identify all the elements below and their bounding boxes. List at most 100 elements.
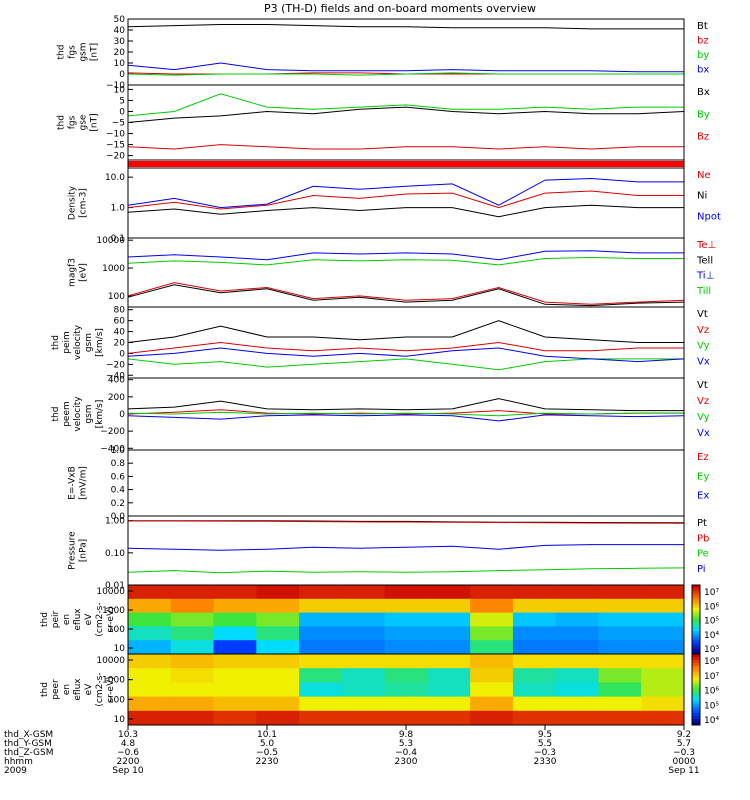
- series-line-by: [127, 93, 684, 117]
- y-tick-label: 1000: [102, 606, 125, 616]
- heatmap-cell: [170, 612, 215, 627]
- y-axis-label: Pressure: [68, 531, 78, 570]
- colorbar-segment: [692, 596, 700, 600]
- series-line-bx: [127, 106, 685, 123]
- heatmap-cell: [128, 696, 172, 712]
- legend-label: Pt: [697, 518, 707, 529]
- y-tick-label: 10: [114, 59, 126, 69]
- y-tick-label: 100: [108, 625, 125, 635]
- series-line-vx: [127, 414, 685, 422]
- y-tick-label: −20: [106, 152, 125, 162]
- y-axis-label: en: [62, 684, 72, 695]
- legend-label: Vy: [697, 412, 710, 423]
- colorbar-segment: [692, 608, 700, 612]
- heatmap-cell: [128, 598, 172, 614]
- colorbar-frame: [691, 653, 701, 726]
- heatmap-cell: [470, 612, 514, 627]
- heatmap-cell: [128, 710, 172, 726]
- series-line-vy: [127, 358, 684, 371]
- series-line-ni: [127, 204, 684, 218]
- legend-label: Vt: [697, 380, 708, 391]
- colorbar-segment: [692, 662, 700, 667]
- heatmap-cell: [641, 682, 685, 698]
- heatmap-cell: [213, 668, 257, 683]
- x-axis-row-label: 2009: [4, 766, 27, 776]
- legend-label: Tell: [696, 255, 713, 266]
- colorbar-segment: [692, 616, 700, 620]
- colorbar-segment: [692, 654, 700, 658]
- heatmap-cell: [170, 682, 215, 698]
- heatmap-cell: [427, 585, 471, 600]
- heatmap-cell: [384, 682, 428, 698]
- colorbar-segment: [692, 587, 700, 592]
- colorbar-segment: [692, 639, 700, 643]
- heatmap-cell: [384, 654, 428, 669]
- colorbar-segment: [692, 602, 700, 606]
- y-axis-label: peem: [62, 401, 72, 427]
- x-tick-label: −0.3: [673, 748, 695, 758]
- colorbar-segment: [692, 689, 700, 693]
- legend-label: Vx: [697, 356, 710, 367]
- heatmap-cell: [512, 710, 557, 726]
- legend-label: Ne: [697, 170, 711, 181]
- heatmap-cell: [470, 682, 514, 698]
- legend-label: Pe: [697, 549, 709, 560]
- y-tick-label: 0.0: [111, 512, 126, 522]
- heatmap-cell: [512, 654, 557, 669]
- heatmap-cell: [555, 612, 599, 627]
- y-axis-label: eV: [84, 683, 94, 696]
- panel-3: [127, 159, 685, 169]
- series-line-vt: [127, 320, 684, 343]
- y-tick-label: 1000: [102, 676, 125, 686]
- heatmap-cell: [341, 668, 386, 683]
- y-axis-label: peir: [51, 610, 61, 628]
- y-tick-label: −5: [112, 119, 125, 129]
- heatmap-cell: [512, 612, 557, 627]
- legend-label: Bt: [697, 21, 708, 32]
- y-tick-label: 20: [114, 339, 126, 349]
- colorbar-tick-label: 10⁴: [704, 631, 719, 641]
- y-axis-label: eflux: [73, 678, 83, 701]
- y-tick-label: −400: [100, 444, 125, 454]
- series-line-vy: [127, 411, 684, 417]
- x-axis-row-label: thd_X-GSM: [4, 730, 53, 740]
- heatmap-cell: [128, 640, 172, 655]
- heatmap-cell: [384, 640, 428, 655]
- y-axis-label: thd: [40, 612, 50, 627]
- y-axis-label: sr-eV): [106, 606, 116, 632]
- series-line-ne: [127, 190, 684, 210]
- heatmap-cell: [427, 682, 471, 698]
- heatmap-cell: [299, 668, 343, 683]
- y-axis-label: thd: [57, 45, 67, 60]
- heatmap-cell: [512, 696, 557, 712]
- legend-label: by: [697, 50, 709, 61]
- heatmap-cell: [598, 696, 642, 712]
- colorbar-segment: [692, 674, 700, 679]
- colorbar-tick-label: 10⁸: [704, 657, 719, 667]
- heatmap-cell: [470, 640, 514, 655]
- colorbar-segment: [692, 605, 700, 609]
- colorbar-segment: [692, 722, 700, 726]
- y-axis-label: [eV]: [79, 263, 89, 282]
- heatmap-cell: [555, 626, 599, 641]
- heatmap-cell: [170, 640, 215, 655]
- colorbar-segment: [692, 610, 700, 615]
- colorbar-tick-label: 10⁷: [704, 672, 719, 682]
- heatmap-cell: [341, 682, 386, 698]
- colorbar-segment: [692, 599, 700, 603]
- legend-label: Ey: [697, 471, 709, 482]
- heatmap-cell: [598, 682, 642, 698]
- series-line-till: [127, 256, 684, 266]
- heatmap-cell: [341, 640, 386, 655]
- heatmap-cell: [128, 668, 172, 683]
- heatmap-cell: [641, 696, 685, 712]
- heatmap-cell: [341, 654, 386, 669]
- colorbar-segment: [692, 704, 700, 708]
- x-tick-label: 2300: [395, 757, 418, 767]
- colorbar-segment: [692, 659, 700, 664]
- legend-label: Bz: [697, 132, 709, 143]
- colorbar-segment: [692, 707, 700, 711]
- heatmap-cell: [213, 654, 257, 669]
